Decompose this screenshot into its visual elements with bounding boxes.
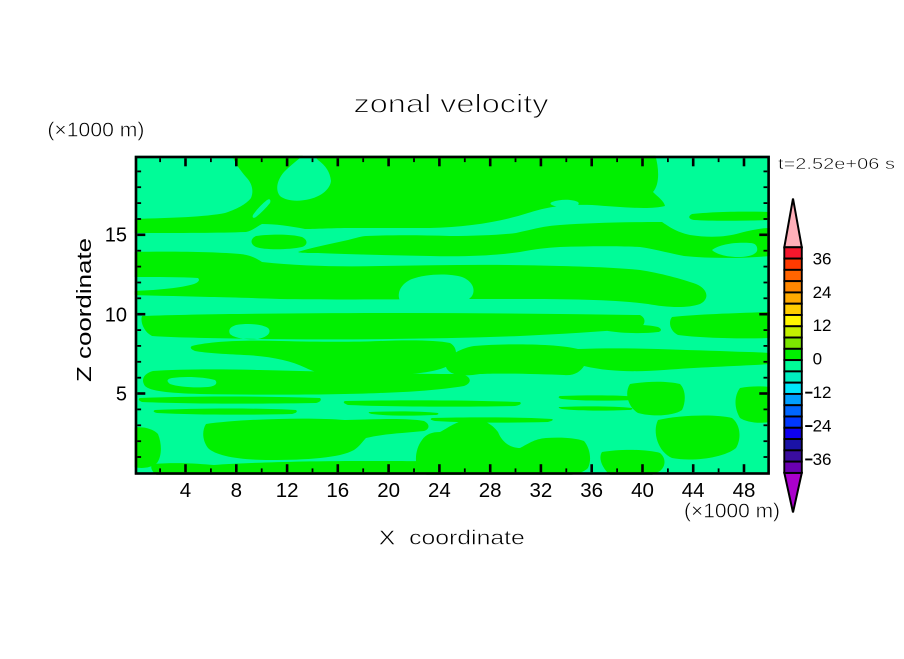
svg-text:(×1000 m): (×1000 m): [47, 120, 144, 142]
svg-text:28: 28: [479, 479, 502, 502]
svg-text:36: 36: [813, 249, 832, 268]
svg-text:40: 40: [631, 479, 654, 502]
svg-text:8: 8: [231, 479, 242, 502]
svg-text:24: 24: [813, 416, 832, 435]
svg-text:36: 36: [813, 450, 832, 469]
svg-text:Z coordinate: Z coordinate: [74, 238, 96, 382]
svg-text:36: 36: [580, 479, 603, 502]
svg-text:48: 48: [733, 479, 756, 502]
svg-text:12: 12: [813, 316, 832, 335]
svg-text:(×1000 m): (×1000 m): [684, 501, 780, 523]
svg-text:X coordinate: X coordinate: [379, 528, 525, 550]
svg-text:32: 32: [529, 479, 552, 502]
svg-text:20: 20: [377, 479, 400, 502]
svg-text:0: 0: [813, 350, 822, 369]
svg-text:24: 24: [813, 283, 832, 302]
svg-text:15: 15: [105, 225, 127, 247]
svg-text:4: 4: [180, 479, 191, 502]
svg-text:10: 10: [105, 304, 127, 326]
svg-text:12: 12: [813, 383, 832, 402]
svg-text:16: 16: [326, 479, 349, 502]
svg-text:zonal velocity: zonal velocity: [354, 89, 549, 119]
svg-text:t=2.52e+06 s: t=2.52e+06 s: [778, 156, 895, 173]
svg-text:24: 24: [428, 479, 451, 502]
svg-text:12: 12: [276, 479, 299, 502]
svg-text:5: 5: [116, 383, 127, 405]
svg-text:44: 44: [682, 479, 705, 502]
